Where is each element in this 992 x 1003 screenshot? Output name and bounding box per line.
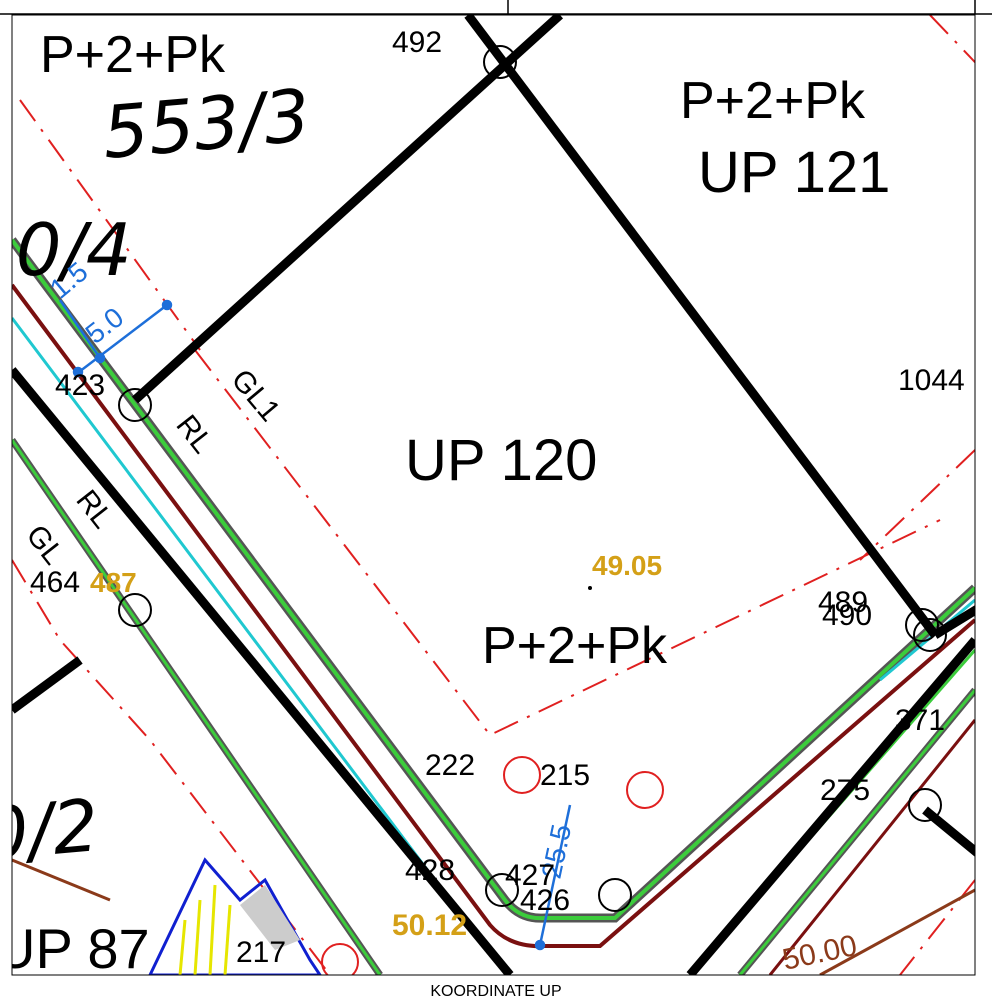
label: 50.12 [392,909,467,942]
label: 49.05 [592,550,662,581]
label: 0/2 [0,783,102,877]
label: 426 [520,884,570,917]
label: 487 [90,567,137,598]
label: 217 [236,936,286,969]
label: 490 [822,599,872,632]
label: 275 [820,774,870,807]
label: 215 [540,759,590,792]
dot [588,586,592,590]
label: UP 121 [698,140,890,205]
label: UP 120 [405,428,597,493]
label: 428 [405,854,455,887]
map-page: P+2+Pk 492 553/3 P+2+Pk UP 121 50/4 1.5 … [0,0,992,1003]
label: 423 [55,369,105,402]
label: P+2+Pk [482,617,668,675]
label: 222 [425,749,475,782]
caption: KOORDINATE UP [430,983,561,1000]
label: P+2+Pk [680,72,866,130]
label: 492 [392,26,442,59]
label: P+2+Pk [40,26,226,84]
label: 464 [30,566,80,599]
label: 371 [895,704,945,737]
label: UP 87 [0,917,150,980]
label: 1044 [898,364,965,397]
